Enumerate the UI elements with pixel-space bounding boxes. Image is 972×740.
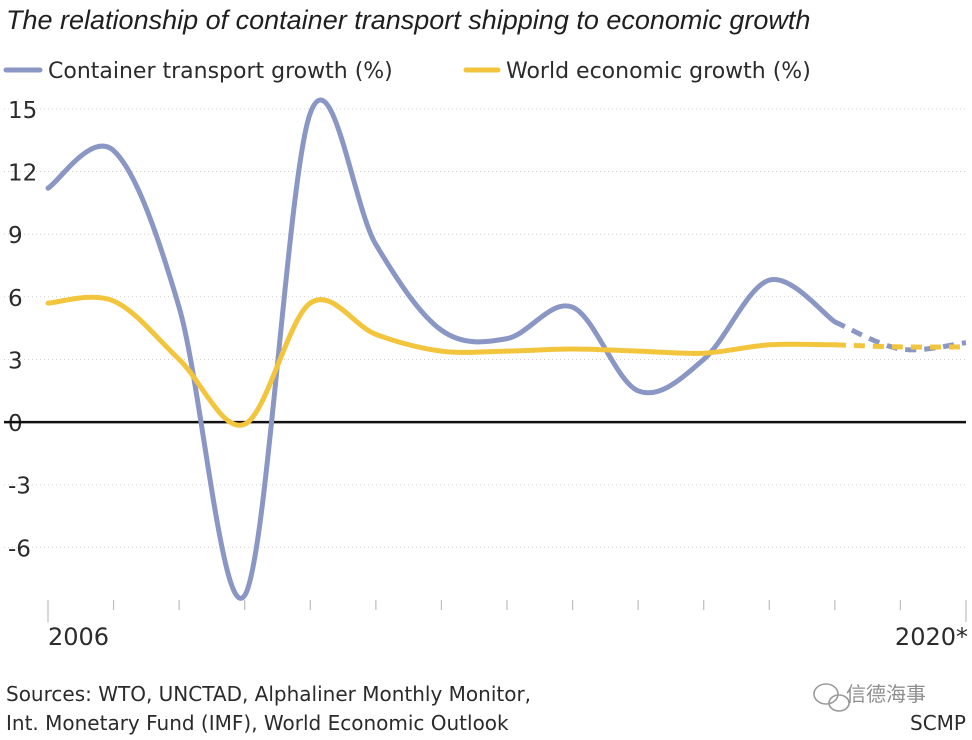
y-tick-label: 15: [8, 98, 37, 124]
y-axis-tick-labels: 15 12 9 6 3 0 -3 -6: [8, 98, 37, 562]
x-axis-ticks: [47, 600, 967, 622]
wechat-icon: [813, 683, 850, 712]
x-tick-label-end: 2020*: [895, 623, 968, 651]
y-tick-label: 12: [8, 161, 37, 187]
y-tick-label: -3: [8, 474, 31, 500]
y-tick-label: 6: [8, 286, 23, 312]
legend: Container transport growth (%) World eco…: [3, 59, 811, 84]
grid-lines: [4, 108, 966, 548]
legend-label-container: Container transport growth (%): [48, 59, 393, 84]
legend-label-world: World economic growth (%): [506, 59, 811, 84]
sources-line-2: Int. Monetary Fund (IMF), World Economic…: [6, 711, 509, 735]
watermark-text: 信德海事: [846, 682, 926, 706]
x-tick-label-start: 2006: [48, 623, 109, 651]
y-tick-label: -6: [8, 536, 31, 562]
sources-line-1: Sources: WTO, UNCTAD, Alphaliner Monthly…: [6, 682, 531, 706]
credit-label: SCMP: [910, 711, 966, 735]
y-tick-label: 0: [8, 411, 23, 437]
series-line-0: [45, 97, 838, 601]
series-lines: [45, 97, 967, 601]
chart-title: The relationship of container transport …: [6, 5, 810, 35]
series-line-1: [45, 294, 838, 428]
y-tick-label: 9: [8, 223, 23, 249]
y-tick-label: 3: [8, 348, 23, 374]
series-forecast-1: [834, 342, 967, 350]
